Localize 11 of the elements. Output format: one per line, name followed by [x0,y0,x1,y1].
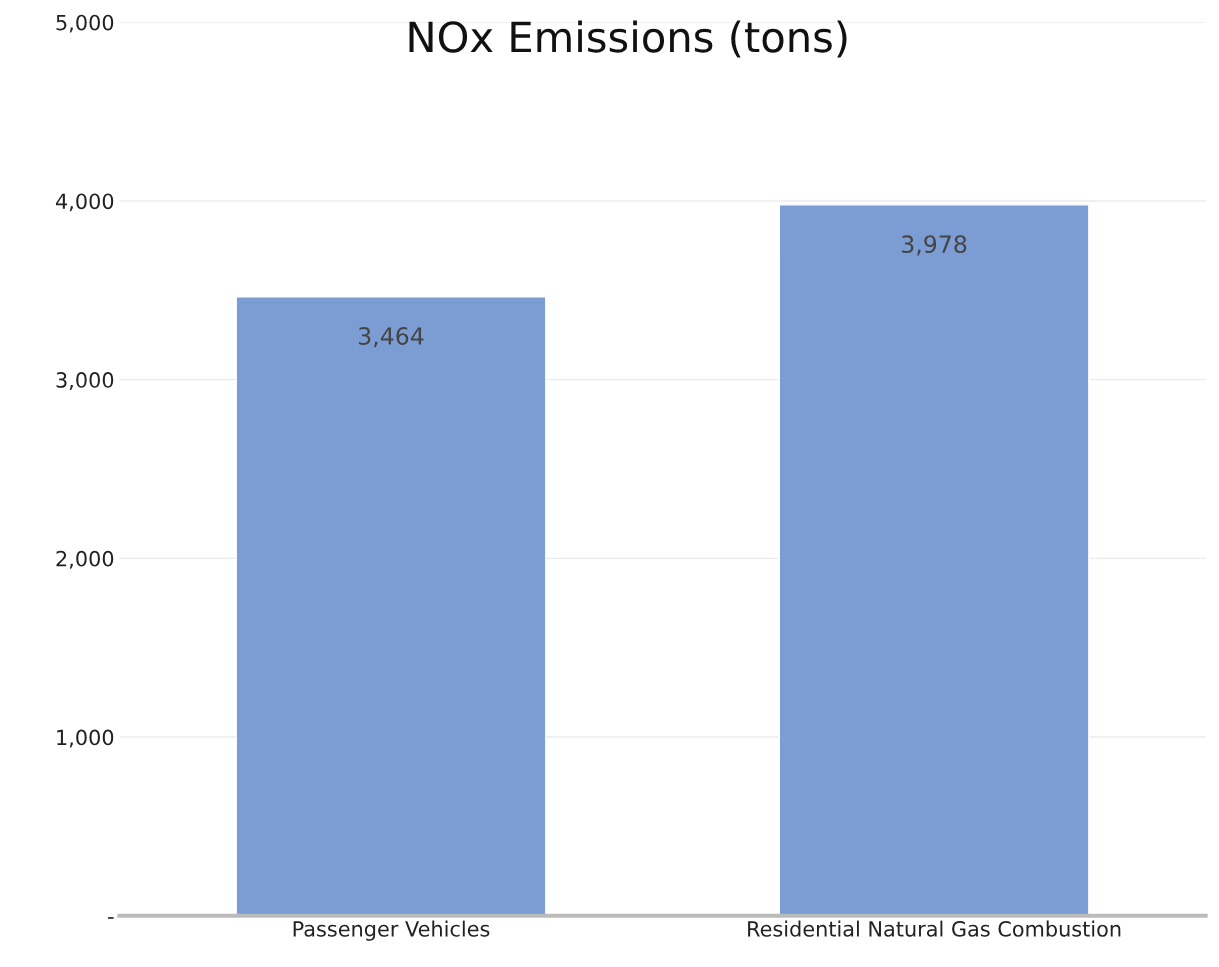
y-tick-label: 4,000 [55,193,114,212]
chart-title: NOx Emissions (tons) [409,20,847,58]
y-tick-label: 1,000 [57,729,114,748]
y-tick-label: - [108,917,114,919]
y-tick-label: 5,000 [56,14,114,33]
data-label: 3,978 [902,235,967,256]
y-tick-label: 3,000 [56,372,114,390]
data-label: 3,464 [359,327,424,348]
x-tick-label: Passenger Vehicles [293,920,490,941]
y-tick-label: 2,000 [56,550,114,569]
x-tick-label: Residential Natural Gas Combustion [748,920,1121,937]
